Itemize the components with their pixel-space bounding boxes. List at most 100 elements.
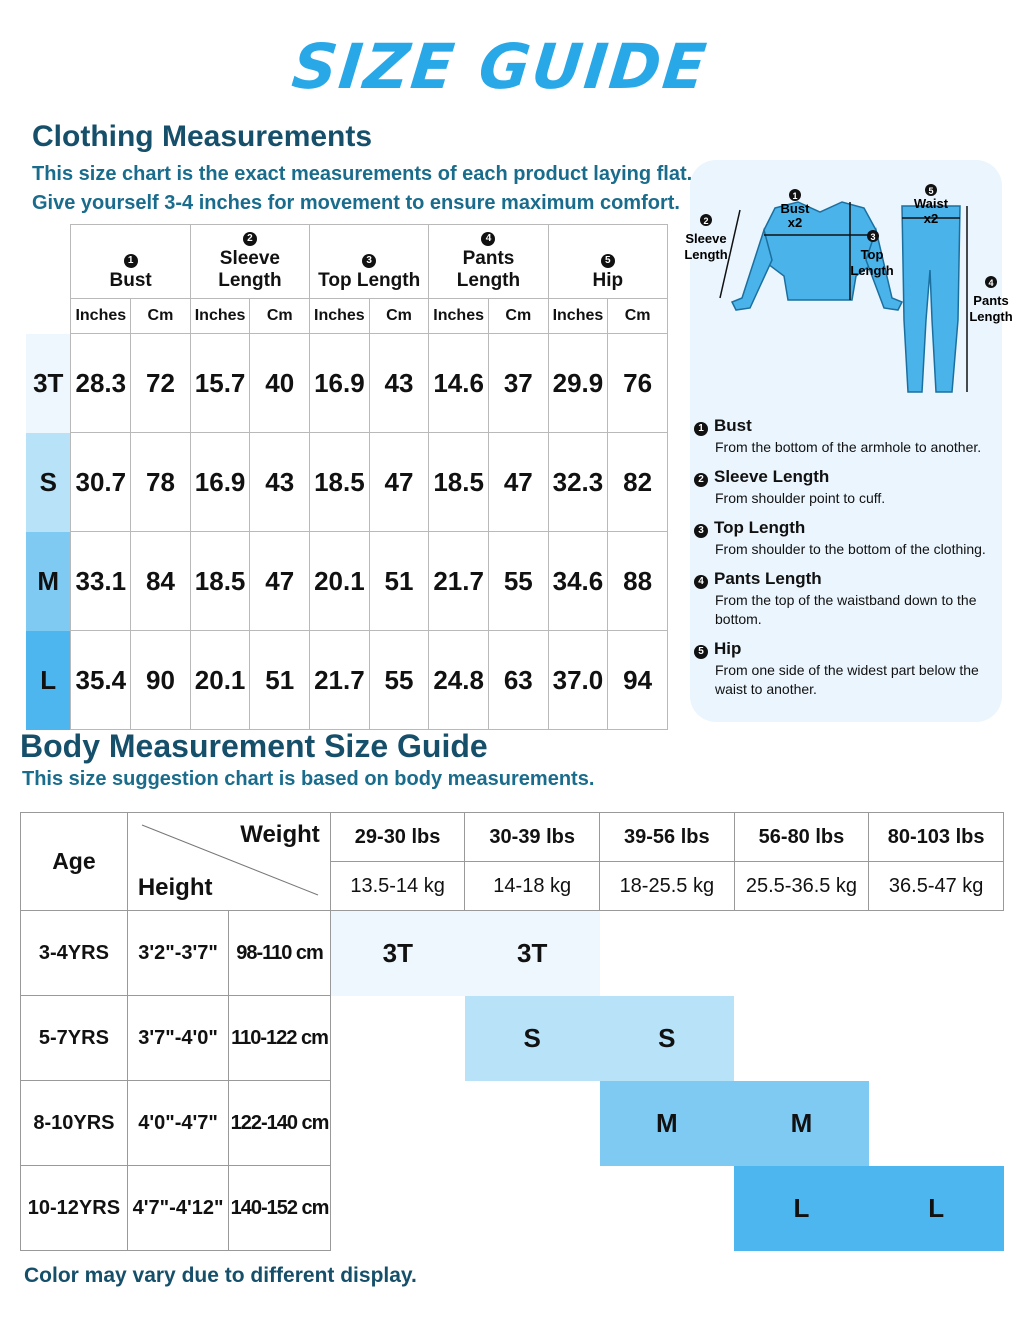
empty-cell bbox=[465, 1081, 600, 1166]
definition-desc: From shoulder to the bottom of the cloth… bbox=[715, 541, 986, 557]
page-title: SIZE GUIDE bbox=[288, 30, 712, 103]
definition-title-text: Bust bbox=[714, 416, 752, 435]
number-5-icon: 5 bbox=[694, 645, 708, 659]
measurement-cell: 28.3 bbox=[70, 333, 132, 433]
empty-cell bbox=[734, 996, 869, 1081]
number-3-icon: 3 bbox=[362, 254, 377, 268]
size-suggestion-cell: M bbox=[599, 1080, 735, 1166]
weight-height-header: Weight Height bbox=[126, 812, 331, 911]
size-suggestion-cell: M bbox=[734, 1080, 869, 1166]
weight-lbs-cell: 29-30 lbs bbox=[329, 812, 466, 862]
measurement-cell: 18.5 bbox=[309, 432, 370, 532]
height-ft-cell: 4'0"-4'7" bbox=[126, 1080, 230, 1166]
age-header: Age bbox=[20, 812, 128, 911]
unit-inches: Inches bbox=[70, 298, 132, 334]
top-garment-icon: 1 Bust x2 2 Sleeve Length 3 Top Length bbox=[684, 189, 904, 311]
number-4-icon: 4 bbox=[694, 575, 708, 589]
measurement-cell: 29.9 bbox=[547, 333, 609, 433]
body-table: Age Weight Height 29-30 lbs 30-39 lbs 39… bbox=[20, 812, 1004, 1251]
unit-inches: Inches bbox=[309, 298, 370, 334]
svg-text:3: 3 bbox=[870, 232, 875, 242]
definition-title: 2 Sleeve Length bbox=[694, 467, 1000, 489]
garment-figure: 1 Bust x2 2 Sleeve Length 3 Top Length 5… bbox=[684, 184, 1013, 393]
sleeve-label: Length bbox=[684, 247, 727, 262]
empty-cell bbox=[330, 996, 465, 1081]
number-4-icon: 4 bbox=[481, 232, 496, 246]
measurement-cell: 34.6 bbox=[547, 531, 609, 631]
bust-label: Bust bbox=[781, 201, 811, 216]
unit-cm: Cm bbox=[487, 298, 549, 334]
pants-garment-icon: 5 Waist x2 4 Pants Length bbox=[901, 184, 1013, 393]
weight-lbs-cell: 30-39 lbs bbox=[464, 812, 601, 862]
size-label: 3T bbox=[26, 333, 71, 433]
table-row: 10-12YRS 4'7"-4'12" 140-152 cm L L bbox=[20, 1165, 1004, 1251]
empty-cell bbox=[869, 911, 1004, 996]
measurement-cell: 88 bbox=[607, 531, 668, 631]
unit-inches: Inches bbox=[189, 298, 251, 334]
weight-kg-cell: 36.5-47 kg bbox=[868, 861, 1004, 911]
measurement-cell: 24.8 bbox=[428, 630, 489, 730]
measurement-cell: 15.7 bbox=[189, 333, 251, 433]
col-label: Top Length bbox=[318, 270, 421, 291]
definition-title-text: Sleeve Length bbox=[714, 467, 830, 486]
measurement-cell: 20.1 bbox=[309, 531, 370, 631]
age-cell: 3-4YRS bbox=[20, 910, 128, 996]
empty-cell bbox=[734, 911, 869, 996]
definition-item: 1 Bust From the bottom of the armhole to a… bbox=[694, 416, 1000, 457]
bust-x2-label: x2 bbox=[788, 215, 802, 230]
definition-item: 2 Sleeve Length From shoulder point to cuf… bbox=[694, 467, 1000, 508]
height-ft-cell: 3'2"-3'7" bbox=[126, 910, 230, 996]
unit-cm: Cm bbox=[368, 298, 430, 334]
definition-title: 3 Top Length bbox=[694, 518, 1000, 540]
empty-cell bbox=[869, 1081, 1004, 1166]
col-header-top: 3 Top Length bbox=[309, 224, 430, 299]
definition-title-text: Top Length bbox=[714, 518, 806, 537]
waist-label: Waist bbox=[914, 196, 949, 211]
measurement-cell: 47 bbox=[487, 432, 549, 532]
measurement-cell: 72 bbox=[130, 333, 191, 433]
size-suggestion-cell: L bbox=[868, 1165, 1004, 1251]
measurement-cell: 18.5 bbox=[189, 531, 251, 631]
unit-inches: Inches bbox=[428, 298, 489, 334]
number-3-icon: 3 bbox=[694, 524, 708, 538]
measurement-cell: 30.7 bbox=[70, 432, 132, 532]
sleeve-label: Sleeve bbox=[685, 231, 726, 246]
definition-item: 3 Top Length From shoulder to the bottom o… bbox=[694, 518, 1000, 559]
measurement-cell: 21.7 bbox=[309, 630, 370, 730]
definition-desc: From the bottom of the armhole to anothe… bbox=[715, 439, 982, 455]
definition-title-text: Pants Length bbox=[714, 569, 822, 588]
definition-item: 5 Hip From one side of the widest part bel… bbox=[694, 639, 1000, 699]
age-cell: 5-7YRS bbox=[20, 995, 128, 1081]
measurement-cell: 35.4 bbox=[70, 630, 132, 730]
col-header-hip: 5 Hip bbox=[547, 224, 669, 299]
table-row: S 30.7 78 16.9 43 18.5 47 18.5 47 32.3 82 bbox=[26, 432, 668, 532]
age-cell: 10-12YRS bbox=[20, 1165, 128, 1251]
size-suggestion-cell: 3T bbox=[464, 910, 600, 996]
number-2-icon: 2 bbox=[694, 473, 708, 487]
empty-cell bbox=[330, 1166, 465, 1251]
size-label: L bbox=[26, 630, 71, 730]
top-label: Top bbox=[861, 247, 884, 262]
age-cell: 8-10YRS bbox=[20, 1080, 128, 1166]
size-suggestion-cell: S bbox=[599, 995, 735, 1081]
table-row: M 33.1 84 18.5 47 20.1 51 21.7 55 34.6 88 bbox=[26, 531, 668, 631]
table-row: 8-10YRS 4'0"-4'7" 122-140 cm M M bbox=[20, 1080, 1004, 1166]
footer-note: Color may vary due to different display. bbox=[24, 1264, 417, 1287]
height-cm-cell: 140-152 cm bbox=[228, 1165, 331, 1251]
height-ft-cell: 4'7"-4'12" bbox=[126, 1165, 230, 1251]
definitions-list: 1 Bust From the bottom of the armhole to a… bbox=[694, 416, 1000, 709]
clothing-intro-line: This size chart is the exact measurement… bbox=[32, 163, 693, 185]
col-label: Bust bbox=[109, 270, 152, 291]
empty-cell bbox=[869, 996, 1004, 1081]
size-suggestion-cell: 3T bbox=[330, 910, 465, 996]
definition-desc: From one side of the widest part below t… bbox=[715, 662, 979, 697]
col-header-bust: 1 Bust bbox=[70, 224, 191, 299]
size-label: S bbox=[26, 432, 71, 532]
weight-kg-cell: 18-25.5 kg bbox=[599, 861, 735, 911]
unit-cm: Cm bbox=[130, 298, 191, 334]
diagonal-divider bbox=[141, 824, 319, 896]
empty-cell bbox=[600, 1166, 735, 1251]
measurement-cell: 16.9 bbox=[189, 432, 251, 532]
empty-cell bbox=[330, 1081, 465, 1166]
table-row: 3T 28.3 72 15.7 40 16.9 43 14.6 37 29.9 76 bbox=[26, 333, 668, 433]
